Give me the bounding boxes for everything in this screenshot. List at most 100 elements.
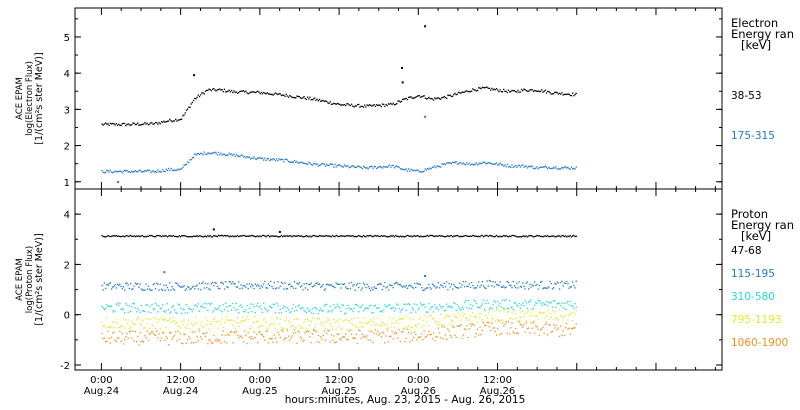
data-point — [429, 234, 431, 237]
data-point — [240, 304, 242, 306]
data-point — [564, 308, 567, 310]
data-point — [263, 302, 265, 304]
data-point — [190, 342, 192, 344]
data-point — [239, 235, 241, 237]
data-point — [213, 284, 215, 287]
data-point — [531, 315, 533, 317]
data-point — [410, 285, 412, 287]
data-point — [179, 332, 182, 335]
data-point — [113, 331, 115, 333]
data-point — [573, 312, 575, 314]
data-point — [334, 286, 336, 289]
data-point — [242, 90, 245, 92]
data-point — [545, 287, 548, 289]
data-point — [474, 300, 476, 302]
data-point — [340, 235, 342, 237]
data-point — [213, 234, 215, 237]
data-point — [239, 155, 241, 158]
data-point — [321, 235, 323, 237]
data-point — [132, 288, 134, 290]
data-point — [305, 282, 308, 285]
data-point — [198, 328, 201, 330]
data-point — [442, 163, 444, 165]
data-point — [132, 323, 134, 325]
data-point — [369, 304, 372, 306]
data-point — [362, 282, 365, 284]
data-point — [552, 300, 555, 302]
data-point — [188, 106, 190, 108]
data-point — [336, 164, 339, 167]
data-point — [387, 304, 390, 306]
data-point — [123, 327, 126, 329]
data-point — [329, 341, 331, 343]
data-point — [272, 341, 274, 343]
data-point — [265, 308, 267, 310]
data-point — [403, 98, 405, 100]
data-point — [514, 302, 517, 304]
data-point — [542, 236, 544, 238]
data-point — [276, 287, 278, 289]
data-point — [556, 235, 558, 237]
data-point — [484, 87, 486, 89]
data-point — [535, 284, 537, 287]
data-point — [318, 341, 321, 343]
data-point — [119, 330, 121, 333]
data-point — [570, 327, 573, 330]
data-point — [530, 89, 532, 91]
data-point — [185, 109, 188, 111]
data-point — [314, 97, 316, 99]
data-point — [222, 153, 224, 155]
data-point — [354, 337, 356, 340]
data-point — [280, 326, 283, 328]
data-point — [364, 308, 366, 310]
data-point — [533, 320, 536, 322]
data-point — [163, 235, 165, 237]
data-point — [504, 164, 506, 166]
data-point — [248, 156, 251, 158]
data-point — [459, 236, 461, 238]
data-point — [296, 342, 298, 344]
data-point — [286, 327, 289, 330]
data-point — [181, 118, 183, 120]
data-point — [209, 323, 211, 325]
data-point — [318, 283, 321, 285]
data-point — [465, 163, 467, 166]
data-point — [104, 236, 107, 238]
data-point — [252, 321, 254, 324]
data-point — [315, 99, 317, 102]
data-point — [224, 235, 227, 237]
data-point — [533, 281, 536, 283]
data-point — [465, 317, 467, 319]
data-point — [386, 104, 388, 107]
data-point — [555, 91, 557, 93]
data-point — [394, 322, 397, 324]
data-point — [381, 167, 384, 169]
data-point — [292, 287, 295, 289]
data-point — [488, 308, 491, 310]
data-point — [165, 235, 167, 237]
data-point — [131, 124, 133, 126]
data-point — [353, 337, 355, 339]
data-point — [198, 310, 201, 312]
data-point — [457, 312, 460, 314]
data-point — [323, 289, 325, 291]
data-point — [108, 235, 110, 237]
data-point — [311, 333, 314, 335]
data-point — [248, 283, 251, 285]
data-point — [154, 327, 157, 330]
data-point — [393, 310, 396, 312]
data-point — [297, 317, 299, 320]
data-point — [163, 170, 165, 172]
data-point — [334, 235, 336, 238]
data-point — [544, 89, 546, 91]
data-point — [266, 92, 268, 94]
data-point — [528, 288, 530, 290]
data-point — [482, 161, 485, 163]
data-point — [476, 89, 479, 92]
data-point — [379, 104, 381, 106]
data-point — [232, 302, 234, 305]
data-point — [321, 100, 323, 102]
data-point — [241, 320, 243, 322]
data-point — [233, 320, 235, 322]
data-point — [512, 318, 514, 320]
